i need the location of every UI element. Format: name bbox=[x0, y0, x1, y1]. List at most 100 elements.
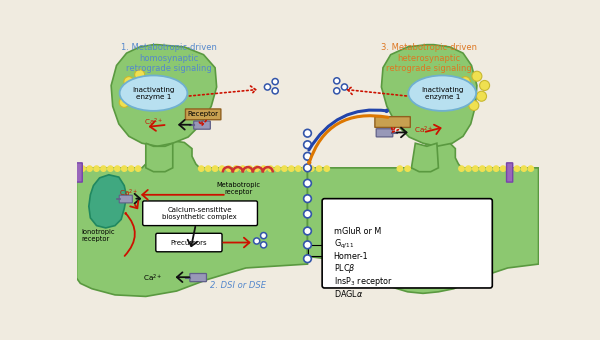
Circle shape bbox=[302, 166, 308, 171]
Circle shape bbox=[476, 91, 487, 101]
Polygon shape bbox=[146, 143, 173, 172]
Text: Inactivating
enzyme 1: Inactivating enzyme 1 bbox=[421, 87, 464, 100]
Circle shape bbox=[528, 166, 533, 171]
Text: Ca$^{2+}$: Ca$^{2+}$ bbox=[144, 117, 164, 128]
Circle shape bbox=[508, 166, 513, 171]
FancyArrowPatch shape bbox=[125, 213, 135, 256]
FancyBboxPatch shape bbox=[190, 273, 206, 282]
Circle shape bbox=[487, 166, 492, 171]
Circle shape bbox=[131, 97, 142, 107]
Polygon shape bbox=[77, 141, 308, 296]
Circle shape bbox=[254, 166, 259, 171]
Polygon shape bbox=[382, 45, 477, 146]
Circle shape bbox=[212, 166, 218, 171]
Circle shape bbox=[500, 166, 506, 171]
Circle shape bbox=[304, 141, 311, 149]
Circle shape bbox=[304, 255, 311, 262]
Text: Ca$^{2+}$: Ca$^{2+}$ bbox=[143, 272, 163, 284]
FancyBboxPatch shape bbox=[376, 129, 393, 137]
Circle shape bbox=[466, 166, 471, 171]
Circle shape bbox=[282, 166, 287, 171]
Circle shape bbox=[304, 129, 311, 137]
Text: Ca$^{2+}$: Ca$^{2+}$ bbox=[414, 124, 433, 136]
Text: Homer-1: Homer-1 bbox=[334, 252, 368, 261]
Circle shape bbox=[94, 166, 99, 171]
Circle shape bbox=[107, 166, 113, 171]
Text: Precursors: Precursors bbox=[170, 240, 207, 245]
Circle shape bbox=[473, 166, 478, 171]
Circle shape bbox=[115, 166, 120, 171]
Polygon shape bbox=[111, 45, 217, 146]
Text: InsP$_3$ receptor: InsP$_3$ receptor bbox=[334, 274, 392, 288]
FancyBboxPatch shape bbox=[194, 121, 211, 129]
Ellipse shape bbox=[409, 75, 476, 111]
Circle shape bbox=[240, 166, 245, 171]
FancyArrowPatch shape bbox=[308, 116, 388, 163]
Text: 3. Metabotropic-driven
heterosynaptic
retrograde signaling: 3. Metabotropic-driven heterosynaptic re… bbox=[381, 43, 477, 73]
Circle shape bbox=[268, 166, 273, 171]
FancyBboxPatch shape bbox=[185, 109, 221, 120]
Circle shape bbox=[316, 166, 322, 171]
Text: Receptor: Receptor bbox=[187, 111, 218, 117]
Circle shape bbox=[304, 164, 311, 172]
Text: 2. DSI or DSE: 2. DSI or DSE bbox=[210, 281, 266, 290]
Text: Calcium-sensititve
biosynthetic complex: Calcium-sensititve biosynthetic complex bbox=[163, 207, 237, 220]
Text: PLC$\beta$: PLC$\beta$ bbox=[334, 262, 355, 275]
FancyBboxPatch shape bbox=[76, 163, 82, 182]
FancyBboxPatch shape bbox=[156, 233, 222, 252]
Circle shape bbox=[80, 166, 85, 171]
Circle shape bbox=[119, 97, 129, 107]
Circle shape bbox=[272, 88, 278, 94]
FancyArrowPatch shape bbox=[309, 110, 388, 150]
Circle shape bbox=[405, 166, 410, 171]
FancyBboxPatch shape bbox=[119, 195, 133, 203]
Circle shape bbox=[334, 78, 340, 84]
Text: Inactivating
enzyme 1: Inactivating enzyme 1 bbox=[132, 87, 175, 100]
FancyBboxPatch shape bbox=[143, 201, 257, 226]
Text: Ca$^{2+}$: Ca$^{2+}$ bbox=[119, 188, 138, 199]
Circle shape bbox=[296, 166, 301, 171]
Ellipse shape bbox=[119, 75, 187, 111]
Circle shape bbox=[341, 84, 347, 90]
Circle shape bbox=[479, 166, 485, 171]
Circle shape bbox=[324, 166, 329, 171]
FancyBboxPatch shape bbox=[322, 199, 493, 288]
Text: 1. Metabotropic-driven
homosynaptic
retrograde signaling: 1. Metabotropic-driven homosynaptic retr… bbox=[121, 43, 217, 73]
Circle shape bbox=[205, 166, 211, 171]
Circle shape bbox=[226, 166, 232, 171]
Circle shape bbox=[265, 84, 271, 90]
Circle shape bbox=[254, 238, 260, 244]
Circle shape bbox=[260, 242, 266, 248]
Circle shape bbox=[233, 166, 239, 171]
Circle shape bbox=[124, 76, 134, 87]
Circle shape bbox=[304, 195, 311, 203]
Text: Ionotropic
receptor: Ionotropic receptor bbox=[81, 229, 115, 242]
Polygon shape bbox=[89, 175, 127, 228]
Circle shape bbox=[101, 166, 106, 171]
Circle shape bbox=[260, 233, 266, 239]
Circle shape bbox=[493, 166, 499, 171]
Circle shape bbox=[469, 101, 479, 111]
Circle shape bbox=[128, 88, 139, 98]
Text: G$_{q/11}$: G$_{q/11}$ bbox=[334, 238, 354, 251]
Circle shape bbox=[397, 166, 403, 171]
Circle shape bbox=[304, 180, 311, 187]
Circle shape bbox=[304, 152, 311, 160]
Circle shape bbox=[220, 166, 225, 171]
Polygon shape bbox=[308, 141, 539, 293]
Circle shape bbox=[272, 79, 278, 85]
Circle shape bbox=[141, 87, 151, 97]
Text: Metabotropic
receptor: Metabotropic receptor bbox=[216, 183, 260, 196]
Circle shape bbox=[275, 166, 280, 171]
Text: mGluR or M: mGluR or M bbox=[334, 227, 381, 236]
Circle shape bbox=[261, 166, 266, 171]
Circle shape bbox=[308, 166, 314, 171]
Circle shape bbox=[472, 71, 482, 81]
Circle shape bbox=[304, 210, 311, 218]
Circle shape bbox=[145, 78, 155, 87]
Circle shape bbox=[122, 166, 127, 171]
Circle shape bbox=[304, 241, 311, 249]
Circle shape bbox=[466, 90, 476, 100]
Circle shape bbox=[521, 166, 527, 171]
Circle shape bbox=[199, 166, 204, 171]
